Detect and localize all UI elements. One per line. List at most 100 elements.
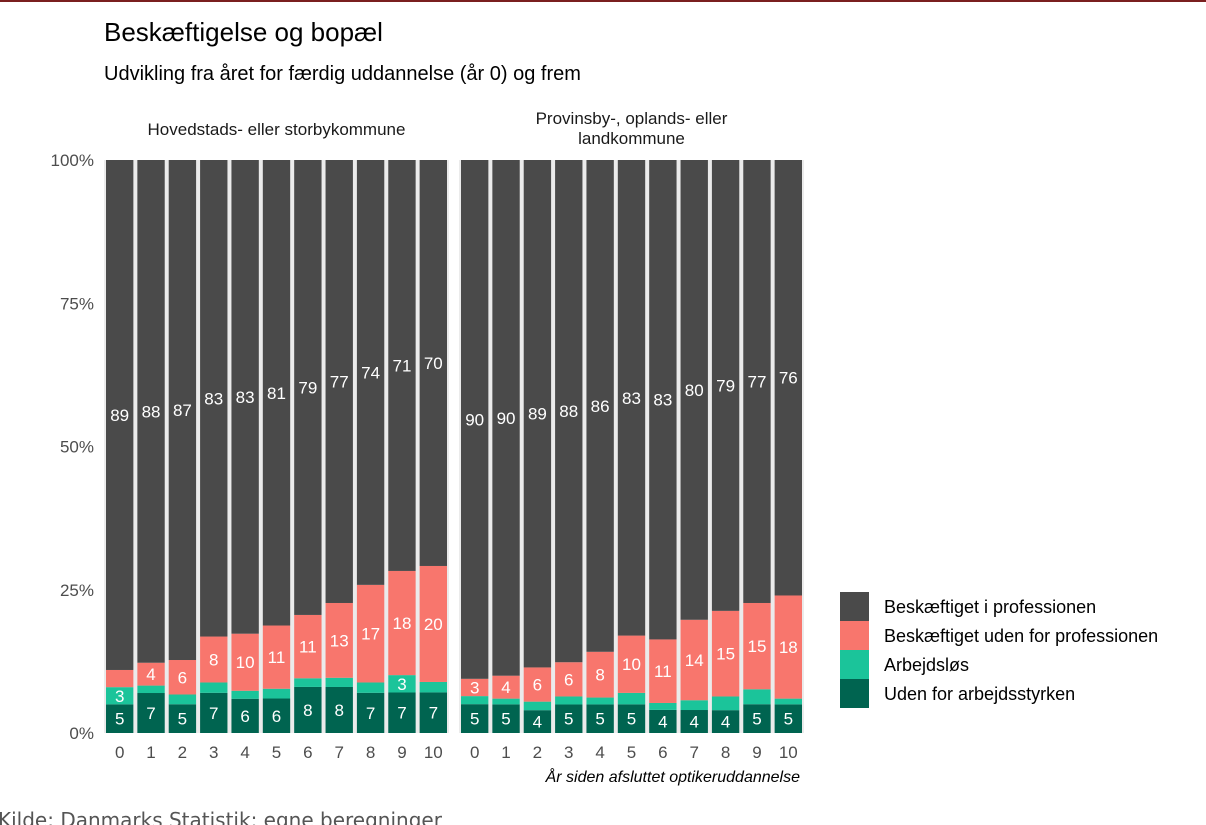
data-label: 3 — [397, 675, 406, 694]
strip-label: Hovedstads- eller storbykommune — [148, 120, 406, 139]
data-label: 5 — [470, 710, 479, 729]
bar-segment-uden-for-arbejdsstyrken — [586, 704, 614, 733]
data-label: 90 — [465, 410, 484, 429]
bar-segment-beskæftiget-uden-for-professionen — [774, 595, 802, 699]
bar-segment-beskæftiget-uden-for-professionen — [586, 651, 614, 698]
caption: Kilde: Danmarks Statistik; egne beregnin… — [0, 808, 443, 825]
x-tick-label: 9 — [752, 743, 761, 762]
data-label: 3 — [470, 678, 479, 697]
legend-swatch — [840, 650, 869, 679]
y-axis: 0% 25% 50% 75% 100% — [51, 151, 94, 743]
legend-swatch — [840, 592, 869, 621]
strip-label: Provinsby-, oplands- eller — [536, 109, 728, 128]
bar-segment-arbejdsløs — [774, 698, 802, 705]
bar-segment-beskæftiget-uden-for-professionen — [461, 678, 489, 697]
x-tick-label: 1 — [146, 743, 155, 762]
bar-segment-beskæftiget-uden-for-professionen — [294, 614, 322, 679]
bar-segment-uden-for-arbejdsstyrken — [325, 686, 353, 733]
bar-segment-uden-for-arbejdsstyrken — [743, 704, 771, 733]
bar-segment-uden-for-arbejdsstyrken — [262, 698, 291, 733]
data-label: 5 — [752, 710, 761, 729]
data-label: 80 — [685, 381, 704, 400]
bar-segment-uden-for-arbejdsstyrken — [168, 704, 197, 733]
bar-segment-uden-for-arbejdsstyrken — [523, 710, 552, 733]
bar-segment-beskæftiget-uden-for-professionen — [617, 635, 646, 693]
bar-segment-uden-for-arbejdsstyrken — [649, 709, 677, 733]
data-label: 11 — [299, 638, 317, 657]
bar-segment-beskæftiget-uden-for-professionen — [262, 625, 291, 689]
bar-segment-beskæftiget-uden-for-professionen — [106, 669, 134, 688]
data-label: 5 — [627, 710, 636, 729]
data-label: 13 — [330, 631, 349, 650]
data-label: 11 — [268, 648, 286, 667]
bar-segment-uden-for-arbejdsstyrken — [617, 704, 646, 733]
data-label: 89 — [110, 406, 129, 425]
bar-segment-beskæftiget-i-professionen — [388, 160, 416, 571]
data-label: 4 — [533, 713, 542, 732]
bar-segment-beskæftiget-i-professionen — [294, 160, 322, 615]
x-tick-label: 8 — [366, 743, 375, 762]
data-label: 5 — [115, 710, 124, 729]
data-label: 7 — [397, 704, 406, 723]
x-tick-label: 1 — [501, 743, 510, 762]
data-label: 17 — [361, 625, 380, 644]
data-label: 79 — [716, 376, 735, 395]
bar-segment-arbejdsløs — [356, 682, 385, 693]
bar-segment-beskæftiget-i-professionen — [137, 160, 165, 663]
bar-segment-uden-for-arbejdsstyrken — [711, 710, 740, 733]
data-label: 7 — [209, 704, 218, 723]
bar-segment-arbejdsløs — [711, 696, 740, 711]
data-label: 83 — [622, 389, 641, 408]
y-tick-label: 50% — [60, 438, 94, 457]
data-label: 7 — [146, 704, 155, 723]
bar-segment-uden-for-arbejdsstyrken — [106, 704, 134, 733]
x-tick-label: 4 — [595, 743, 604, 762]
panel-0: Hovedstads- eller storbykommune538907488… — [104, 120, 449, 762]
data-label: 10 — [236, 653, 255, 672]
legend-swatch — [840, 621, 869, 650]
data-label: 3 — [115, 687, 124, 706]
x-tick-label: 6 — [658, 743, 667, 762]
strip-label: landkommune — [578, 129, 685, 148]
y-tick-label: 75% — [60, 294, 94, 313]
bar-segment-arbejdsløs — [262, 688, 291, 699]
bar-segment-beskæftiget-i-professionen — [774, 160, 802, 596]
chart-title: Beskæftigelse og bopæl — [104, 17, 383, 47]
bar-segment-uden-for-arbejdsstyrken — [388, 692, 416, 733]
data-label: 86 — [591, 397, 610, 416]
data-label: 4 — [501, 678, 510, 697]
data-label: 8 — [595, 666, 604, 685]
bar-segment-arbejdsløs — [743, 689, 771, 705]
bar-segment-uden-for-arbejdsstyrken — [419, 692, 447, 733]
bar-segment-arbejdsløs — [419, 681, 447, 693]
x-tick-label: 4 — [240, 743, 249, 762]
bar-segment-arbejdsløs — [294, 678, 322, 687]
bar-segment-uden-for-arbejdsstyrken — [294, 686, 322, 733]
data-label: 77 — [747, 372, 766, 391]
data-label: 77 — [330, 372, 349, 391]
bar-segment-uden-for-arbejdsstyrken — [461, 704, 489, 733]
data-label: 6 — [564, 670, 573, 689]
data-label: 74 — [361, 363, 380, 382]
legend-label: Beskæftiget i professionen — [884, 597, 1096, 617]
y-tick-label: 25% — [60, 581, 94, 600]
legend-swatch — [840, 679, 869, 708]
data-label: 5 — [564, 710, 573, 729]
x-tick-label: 2 — [533, 743, 542, 762]
bar-segment-uden-for-arbejdsstyrken — [200, 692, 228, 733]
data-label: 4 — [689, 713, 698, 732]
data-label: 6 — [533, 676, 542, 695]
data-label: 15 — [716, 645, 735, 664]
data-label: 79 — [298, 378, 317, 397]
data-label: 10 — [622, 655, 641, 674]
x-tick-label: 10 — [779, 743, 798, 762]
bar-segment-arbejdsløs — [106, 687, 134, 705]
legend-label: Uden for arbejdsstyrken — [884, 684, 1075, 704]
x-tick-label: 5 — [627, 743, 636, 762]
bar-segment-arbejdsløs — [680, 700, 708, 711]
data-label: 71 — [392, 356, 411, 375]
bar-segment-arbejdsløs — [586, 697, 614, 705]
bar-segment-beskæftiget-i-professionen — [461, 160, 489, 679]
data-label: 15 — [747, 637, 766, 656]
